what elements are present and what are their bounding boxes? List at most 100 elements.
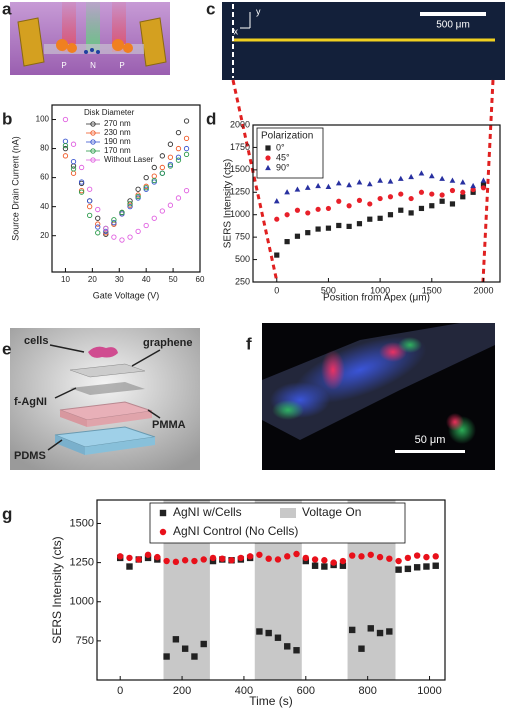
layer-label: PDMS — [14, 450, 46, 462]
point — [256, 551, 263, 558]
point — [62, 145, 69, 152]
point — [356, 221, 363, 227]
point — [460, 189, 466, 195]
y-tick-label: 1000 — [70, 596, 94, 608]
y-tick-label: 40 — [40, 202, 49, 211]
point — [143, 185, 149, 191]
point — [305, 230, 311, 236]
x-tick-label: 600 — [297, 685, 315, 697]
legend-title: Disk Diameter — [84, 108, 135, 117]
point — [480, 177, 487, 183]
panel-letter: c — [206, 0, 215, 18]
axis-label: x — [234, 26, 239, 36]
x-tick-label: 30 — [115, 275, 124, 284]
point — [449, 201, 456, 207]
point — [367, 551, 374, 558]
legend-marker — [265, 155, 271, 161]
point — [346, 223, 352, 229]
point — [159, 208, 165, 214]
point — [151, 177, 157, 184]
point — [119, 209, 125, 216]
legend-box — [149, 502, 406, 544]
panel-e-image — [10, 328, 200, 470]
point — [336, 222, 342, 229]
legend-label: AgNI Control (No Cells) — [173, 524, 298, 538]
point — [377, 177, 383, 183]
y-tick-label: 250 — [235, 276, 250, 286]
point — [470, 186, 476, 193]
legend-label: 45° — [276, 152, 290, 162]
point — [87, 212, 93, 219]
legend-marker — [90, 121, 96, 127]
point — [191, 653, 198, 660]
legend-marker — [90, 148, 96, 154]
point — [423, 563, 430, 570]
point — [376, 629, 384, 637]
point — [325, 183, 332, 189]
layer-label: graphene — [143, 337, 193, 349]
plot-frame — [51, 104, 201, 273]
point — [143, 222, 149, 229]
point — [459, 179, 466, 185]
point — [387, 212, 394, 218]
point — [366, 181, 373, 187]
point — [163, 557, 170, 565]
plot-frame — [252, 124, 501, 283]
point — [311, 556, 319, 563]
legend-marker — [90, 139, 96, 145]
point — [325, 225, 332, 231]
point — [228, 557, 235, 564]
legend-label: 190 nm — [104, 137, 131, 146]
y-tick-label: 1250 — [70, 557, 94, 569]
point — [376, 553, 384, 561]
point — [429, 191, 435, 197]
panel-letter: g — [2, 504, 12, 523]
point — [460, 194, 466, 200]
point — [274, 216, 280, 222]
point — [398, 207, 404, 213]
point — [418, 189, 425, 195]
point — [256, 628, 263, 635]
point — [429, 203, 435, 209]
point — [95, 230, 101, 236]
point — [78, 164, 85, 171]
layer-label: cells — [24, 335, 48, 347]
point — [315, 206, 321, 212]
point — [135, 186, 141, 192]
point — [330, 559, 337, 566]
point — [246, 553, 254, 560]
point — [395, 566, 402, 573]
point — [135, 193, 141, 200]
point — [408, 195, 414, 202]
point — [413, 552, 421, 559]
point — [284, 643, 291, 650]
scale-bar-label: 50 μm — [415, 434, 446, 446]
x-tick-label: 800 — [358, 685, 376, 697]
point — [265, 629, 272, 637]
point — [135, 556, 142, 563]
point — [209, 554, 217, 562]
point — [356, 179, 363, 185]
point — [335, 180, 342, 186]
point — [294, 186, 301, 192]
point — [62, 116, 69, 123]
point — [117, 553, 124, 560]
x-tick-label: 0 — [117, 685, 123, 697]
x-tick-label: 200 — [173, 685, 191, 697]
panel-c-image — [222, 2, 505, 80]
point — [126, 563, 133, 570]
legend-label: 90° — [276, 162, 290, 172]
panel-letter: f — [246, 334, 252, 353]
point — [175, 129, 182, 136]
point — [167, 202, 174, 208]
point — [367, 216, 373, 222]
point — [175, 195, 182, 201]
point — [151, 164, 157, 171]
point — [175, 154, 182, 160]
point — [274, 634, 282, 641]
layer-label: PMMA — [152, 419, 186, 431]
point — [70, 158, 77, 165]
point — [449, 187, 456, 194]
point — [70, 166, 77, 172]
point — [386, 555, 393, 562]
